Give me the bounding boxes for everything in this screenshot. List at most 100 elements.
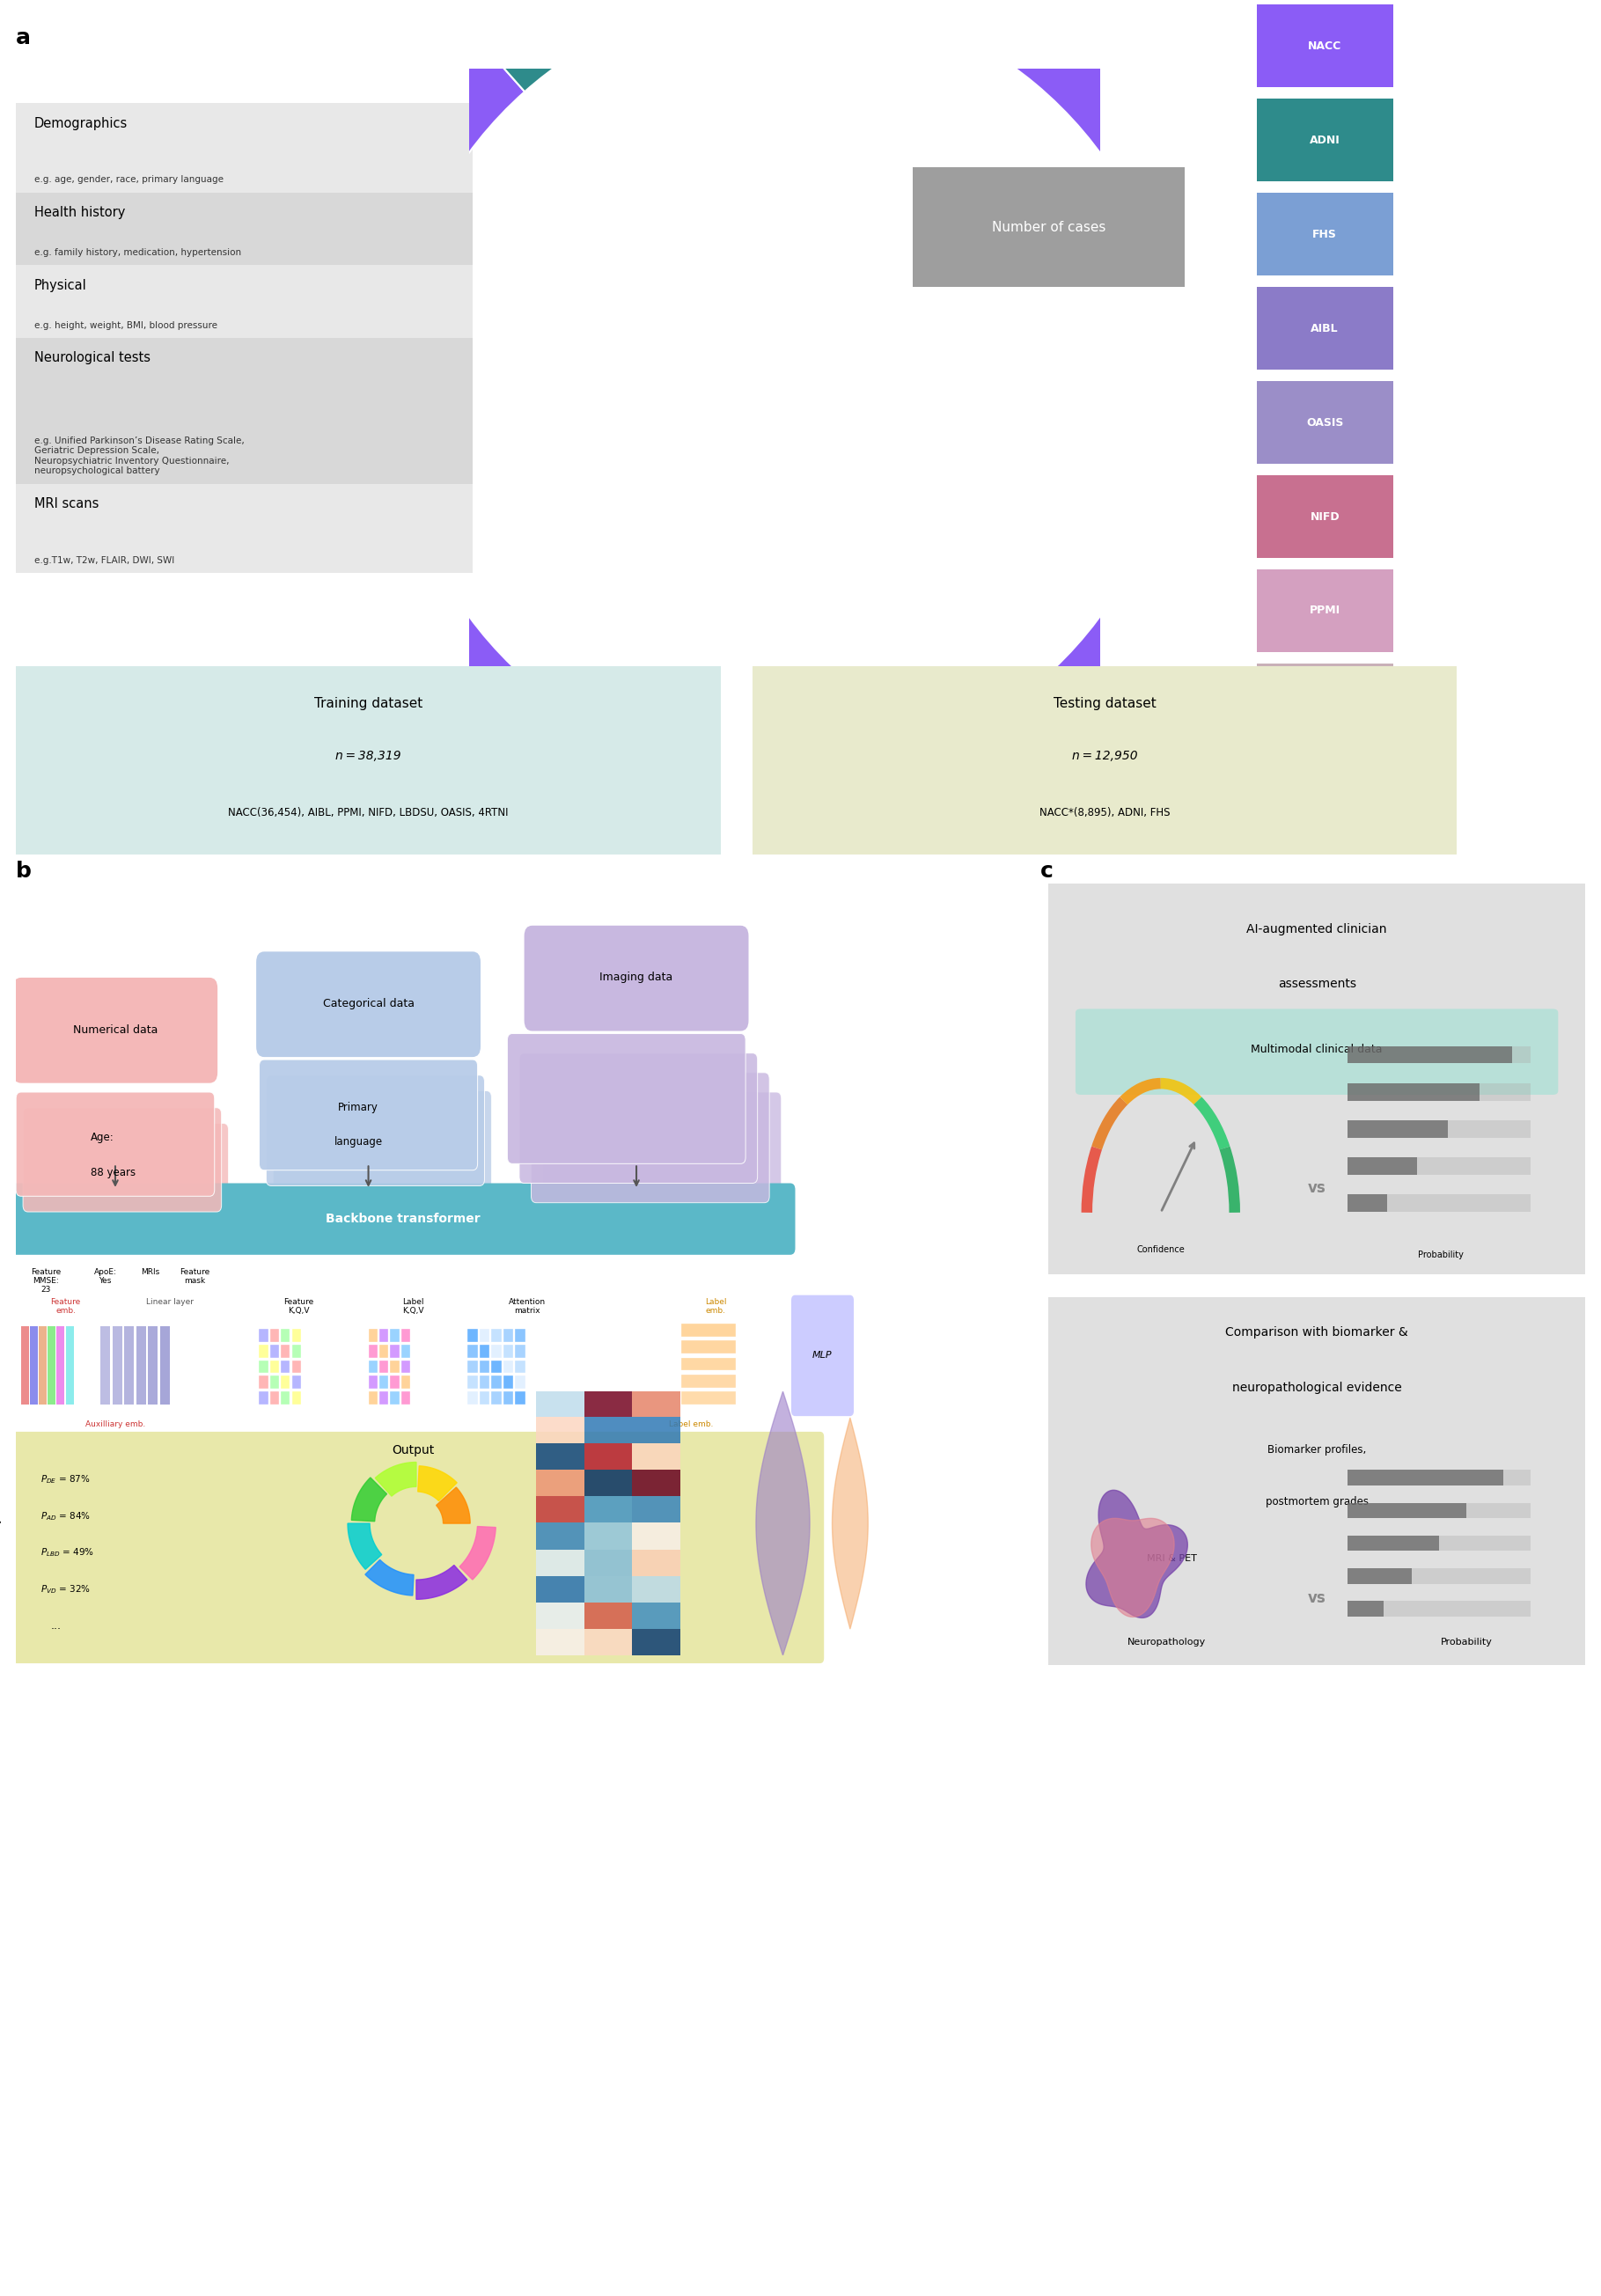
FancyBboxPatch shape [1044,1293,1590,1669]
Text: $P_{LBD}$ = 49%: $P_{LBD}$ = 49% [42,1548,94,1559]
Bar [259,1391,267,1405]
Bar [480,1329,490,1341]
Text: Backbone transformer: Backbone transformer [327,1212,480,1226]
FancyBboxPatch shape [746,664,1463,856]
FancyBboxPatch shape [1257,287,1393,370]
Text: Age:: Age: [90,1132,114,1143]
FancyBboxPatch shape [22,1107,221,1212]
Bar [38,1327,46,1405]
FancyBboxPatch shape [259,1058,477,1171]
Text: Label emb.: Label emb. [669,1419,712,1428]
Bar [680,1341,736,1355]
Bar [368,1359,378,1373]
FancyBboxPatch shape [1257,381,1393,464]
Bar [1348,1157,1531,1176]
Text: PPMI: PPMI [1310,606,1340,615]
Bar [30,1327,38,1405]
Text: Output: Output [392,1444,434,1456]
Bar [480,1391,490,1405]
Bar [467,1345,477,1357]
Text: c: c [1041,861,1053,882]
Text: $P_{VD}$ = 32%: $P_{VD}$ = 32% [42,1582,91,1596]
Text: Physical: Physical [34,278,86,292]
Text: MLP: MLP [813,1350,833,1359]
Text: NACC(36,454), AIBL, PPMI, NIFD, LBDSU, OASIS, 4RTNI: NACC(36,454), AIBL, PPMI, NIFD, LBDSU, O… [227,806,509,817]
Bar [402,1345,410,1357]
Text: vs: vs [1308,1591,1326,1607]
FancyBboxPatch shape [524,925,749,1031]
Polygon shape [756,1391,810,1655]
Text: Biomarker profiles,: Biomarker profiles, [1268,1444,1366,1456]
Bar [492,1391,501,1405]
Bar [503,1375,514,1389]
Bar [516,1345,525,1357]
Text: 2,404: 2,404 [541,30,570,37]
FancyBboxPatch shape [13,1433,825,1662]
Bar [1348,1047,1511,1063]
FancyBboxPatch shape [519,1054,757,1182]
Text: Linear layer: Linear layer [146,1297,194,1306]
FancyBboxPatch shape [543,1093,781,1221]
Bar [291,1345,301,1357]
Bar [516,1329,525,1341]
Bar [680,1357,736,1371]
Text: Feature
MMSE:
23: Feature MMSE: 23 [30,1267,61,1295]
Polygon shape [352,1479,387,1522]
Bar [160,1327,170,1405]
Bar [391,1329,399,1341]
Bar [1348,1502,1467,1518]
Text: NACC*(8,895), ADNI, FHS: NACC*(8,895), ADNI, FHS [1039,806,1170,817]
Bar [1348,1047,1531,1063]
Bar [680,1391,736,1405]
Bar [282,1375,290,1389]
FancyBboxPatch shape [1044,879,1590,1279]
Bar [282,1345,290,1357]
Wedge shape [154,0,1415,1015]
Text: MRI scans: MRI scans [34,498,99,510]
Bar [1348,1536,1531,1552]
FancyBboxPatch shape [1257,193,1393,276]
Text: ...: ... [51,1621,61,1630]
FancyBboxPatch shape [16,1093,215,1196]
Bar [516,1375,525,1389]
Text: MRIs: MRIs [141,1267,160,1277]
Text: ApoE:
Yes: ApoE: Yes [94,1267,117,1286]
FancyBboxPatch shape [30,1123,229,1228]
Bar [379,1345,387,1357]
Text: $P_{AD}$ = 84%: $P_{AD}$ = 84% [42,1511,91,1522]
Polygon shape [347,1525,381,1570]
Text: 45,349: 45,349 [916,771,951,781]
Polygon shape [416,1566,467,1600]
Bar [503,1391,514,1405]
Bar [136,1327,146,1405]
Bar [680,1375,736,1387]
Bar [467,1359,477,1373]
Bar [1348,1084,1531,1100]
Text: Label
emb.: Label emb. [704,1297,727,1316]
Bar [1348,1120,1531,1139]
Text: Probability: Probability [1441,1637,1492,1646]
Text: NACC: NACC [1308,41,1342,51]
FancyBboxPatch shape [791,1295,853,1417]
Bar [1348,1600,1383,1616]
Polygon shape [375,1463,416,1497]
Text: Feature
mask: Feature mask [179,1267,210,1286]
FancyBboxPatch shape [266,1075,485,1185]
FancyBboxPatch shape [532,1072,770,1203]
Bar [467,1391,477,1405]
Bar [503,1359,514,1373]
FancyBboxPatch shape [256,951,480,1056]
Bar [391,1345,399,1357]
FancyBboxPatch shape [1257,758,1393,840]
Bar [271,1375,279,1389]
Polygon shape [833,1417,868,1630]
Polygon shape [1085,1490,1188,1619]
Bar [516,1391,525,1405]
FancyBboxPatch shape [1257,475,1393,558]
FancyBboxPatch shape [16,103,472,193]
Text: Probability: Probability [1418,1251,1463,1261]
Text: Auxilliary emb.: Auxilliary emb. [85,1419,146,1428]
Bar [402,1359,410,1373]
Bar [516,1359,525,1373]
Polygon shape [459,1527,496,1580]
